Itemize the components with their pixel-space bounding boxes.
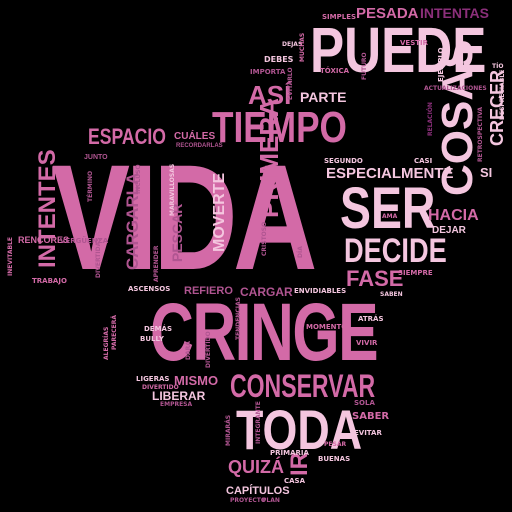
word-intentas: INTENTAS <box>420 5 489 21</box>
word-simples: SIMPLES <box>322 13 357 21</box>
word-divertidas: DIVERTIDAS <box>95 237 102 278</box>
word-rencores: RENCORES <box>18 235 70 245</box>
word-pesar: PESAR <box>324 441 347 448</box>
word-si: SI <box>480 165 493 180</box>
word-cringe: CRINGE <box>150 287 379 378</box>
word-debes: DEBES <box>264 55 294 64</box>
word-ligeras: LIGERAS <box>136 375 170 383</box>
word-ejemplo: EJEMPLO <box>437 47 445 82</box>
word-cargar: CARGAR <box>240 285 293 299</box>
word-tendencias: TENDENCIAS <box>235 297 242 340</box>
word-maravillosas: MARAVILLOSAS <box>169 163 176 216</box>
word-saber: SABER <box>352 411 390 422</box>
word-toxica: TÓXICA <box>320 67 350 75</box>
word-fase: FASE <box>346 266 404 291</box>
word-conservar: CONSERVAR <box>230 368 376 404</box>
word-puede: PUEDE <box>310 14 487 86</box>
word-vestir: VESTIR <box>400 39 429 47</box>
word-parecera: PARECERÁ <box>111 315 118 350</box>
word-tio: TÍO <box>492 63 504 70</box>
word-importa: IMPORTA <box>250 68 286 76</box>
word-ama: AMA <box>382 213 398 220</box>
word-mismo: MISMO <box>174 373 219 388</box>
word-miraras: MIRARÁS <box>225 414 232 446</box>
word-futuro: FUTURO <box>361 52 368 80</box>
word-cuales: CUÁLES <box>174 131 216 142</box>
word-junto: JUNTO <box>84 154 108 161</box>
word-intentes: INTENTES <box>34 149 61 268</box>
word-plan: PLAN <box>262 497 280 504</box>
word-moverte: MOVERTE <box>211 172 228 252</box>
word-bully: BULLY <box>140 335 164 343</box>
word-trabajo: TRABAJO <box>32 277 67 285</box>
word-segundo: SEGUNDO <box>324 157 363 165</box>
word-empresa: EMPRESA <box>160 401 193 408</box>
word-refiero: REFIERO <box>184 285 233 297</box>
word-primaria: PRIMARIA <box>270 449 309 457</box>
word-vivir: VIVIR <box>356 339 378 347</box>
word-hacia: HACIA <box>428 207 479 224</box>
word-tiempo: TIEMPO <box>212 103 347 152</box>
word-divertido2: DIVERTIDO <box>142 384 179 391</box>
word-muchas: MUCHAS <box>299 32 306 62</box>
word-atras: ATRÁS <box>358 315 384 323</box>
word-envidiables: ENVIDIABLES <box>294 287 347 295</box>
word-quiza: QUIZÁ <box>228 457 284 477</box>
word-cristoso: CRISTOSO <box>261 221 268 256</box>
word-momento: MOMENTO <box>306 323 348 331</box>
word-ser: SER <box>340 176 436 241</box>
word-parte: PARTE <box>300 89 347 105</box>
word-espacio: ESPACIO <box>88 124 166 149</box>
word-verguenza: VERGÜENZA <box>60 237 109 245</box>
word-asi: ASÍ <box>248 80 292 110</box>
word-divertido: DIVERTIDO <box>205 331 212 368</box>
word-especialmente: ESPECIALMENTE <box>326 165 454 182</box>
word-integrante: INTEGRANTE <box>255 401 262 444</box>
word-inevitable: INEVITABLE <box>7 237 14 276</box>
word-liberar: LIBERAR <box>152 389 206 403</box>
word-evitarlo: EVITARLO <box>287 67 294 100</box>
word-dejas: DEJAS <box>282 41 303 48</box>
word-proyecto: PROYECTO <box>230 497 266 504</box>
word-relacion: RELACIÓN <box>427 102 434 136</box>
word-sola: SOLA <box>354 399 375 407</box>
word-toda: TODA <box>236 398 363 461</box>
word-primera: PRIMERA <box>254 98 284 218</box>
word-casi: CASI <box>414 157 433 165</box>
word-dia: DÍA <box>297 246 304 258</box>
word-siempre: SIEMPRE <box>398 269 433 277</box>
word-despreciable: DESPRECIABLE <box>499 69 506 120</box>
word-aprender: APRENDER <box>153 245 160 282</box>
word-casa: CASA <box>284 477 306 485</box>
word-vida: VIDA <box>52 133 317 301</box>
word-capitulos: CAPÍTULOS <box>226 485 290 497</box>
word-evitar: EVITAR <box>354 429 382 437</box>
word-pesada: PESADA <box>356 5 419 22</box>
word-actualizaciones: ACTUALIZACIONES <box>424 85 487 92</box>
word-alegrias: ALEGRÍAS <box>103 326 110 360</box>
word-buenas: BUENAS <box>318 455 351 463</box>
word-dejar: DEJAR <box>432 225 466 236</box>
word-saben: SABEN <box>380 291 403 298</box>
word-incluso: INCLUSO <box>135 164 142 194</box>
word-demas: DEMÁS <box>144 325 173 333</box>
word-termino: TÉRMINO <box>87 170 94 202</box>
word-dara: DARÁ <box>185 341 192 360</box>
word-recordarlas: RECORDARLAS <box>176 143 223 149</box>
word-decide: DECIDE <box>344 232 447 270</box>
word-retrospectiva: RETROSPECTIVA <box>477 107 484 162</box>
word-ascensos: ASCENSOS <box>128 285 171 293</box>
